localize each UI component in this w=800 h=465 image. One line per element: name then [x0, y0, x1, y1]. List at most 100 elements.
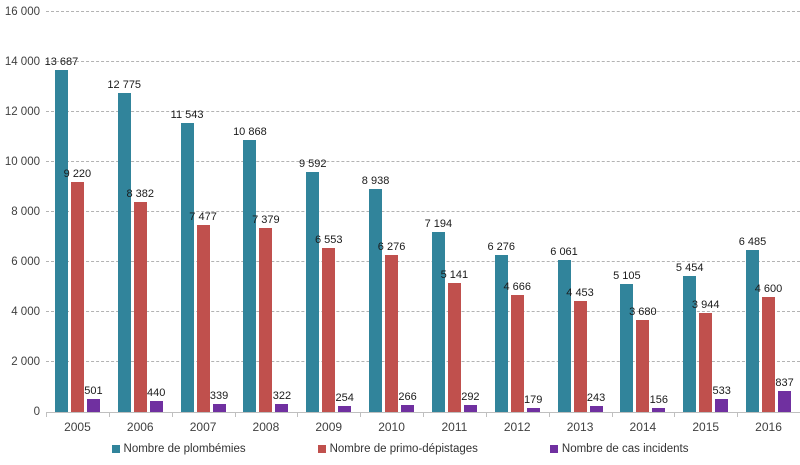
bar-value-label: 501 — [84, 385, 103, 398]
x-axis-tick — [548, 412, 550, 417]
bar: 440 — [147, 387, 165, 412]
gridline — [46, 211, 800, 212]
y-tick-label: 12 000 — [4, 106, 40, 118]
bar-value-label: 13 687 — [44, 55, 79, 68]
x-axis-tick — [297, 412, 299, 417]
bar-value-label: 6 276 — [487, 241, 515, 254]
x-tick-label: 2012 — [503, 420, 531, 434]
bar-value-label: 10 868 — [233, 126, 267, 139]
gridline — [46, 111, 800, 112]
year-group-2016: 6 485 4 600 837 — [737, 12, 800, 412]
gridline — [46, 61, 800, 62]
x-axis-labels: 2005 2006 2007 2008 2009 2010 2011 2012 2013 2014… — [46, 420, 800, 434]
legend-label-cas-incidents: Nombre de cas incidents — [561, 443, 689, 455]
bar: 5 105 — [613, 270, 641, 412]
x-axis-tick — [485, 412, 487, 417]
year-group-2006: 12 775 8 382 440 — [107, 12, 172, 412]
year-group-2010: 8 938 6 276 266 — [360, 12, 423, 412]
year-group-2012: 6 276 4 666 179 — [486, 12, 549, 412]
x-tick-label: 2008 — [252, 420, 280, 434]
bar: 5 141 — [441, 269, 468, 412]
gridline — [46, 361, 800, 362]
bar: 11 543 — [171, 109, 203, 412]
x-axis-ticks — [46, 412, 800, 417]
year-group-2015: 5 454 3 944 533 — [674, 12, 737, 412]
bar: 13 687 — [45, 56, 78, 412]
y-tick-label: 0 — [33, 406, 40, 418]
bar-value-label: 440 — [147, 387, 166, 399]
bar: 8 382 — [126, 188, 154, 412]
bar: 837 — [775, 377, 794, 412]
bar-value-label: 4 600 — [754, 283, 783, 295]
bar-value-label: 6 276 — [377, 241, 406, 254]
y-tick-label: 6 000 — [11, 256, 40, 268]
bar: 3 680 — [629, 306, 657, 412]
x-tick-label: 2009 — [315, 420, 343, 434]
gridline — [46, 11, 800, 12]
legend-swatch-cas-incidents — [549, 445, 558, 453]
legend-label-plombemies: Nombre de plombémies — [123, 443, 246, 455]
bar-value-label: 266 — [398, 391, 417, 404]
bar-value-label: 179 — [524, 393, 543, 406]
legend-swatch-primo-depistages — [317, 445, 326, 453]
year-group-2011: 7 194 5 141 292 — [423, 12, 486, 412]
y-tick-label: 8 000 — [11, 206, 40, 218]
bar: 7 477 — [189, 211, 217, 412]
x-tick-label: 2016 — [755, 420, 782, 434]
bar: 266 — [398, 391, 417, 412]
legend-label-primo-depistages: Nombre de primo-dépistages — [329, 443, 478, 455]
gridline — [46, 311, 800, 312]
x-axis-tick — [360, 412, 362, 417]
year-group-2009: 9 592 6 553 254 — [297, 12, 360, 412]
y-axis-labels: 0 2 000 4 000 6 000 8 000 10 000 12 000 14 000 1… — [0, 6, 40, 418]
legend: Nombre de plombémies Nombre de primo-dép… — [0, 443, 800, 455]
bar-value-label: 12 775 — [107, 78, 142, 91]
bar: 292 — [461, 391, 480, 412]
bar-value-label: 3 680 — [629, 306, 657, 318]
bar-value-label: 8 938 — [361, 174, 390, 187]
bar-groups: 13 687 9 220 501 12 775 8 382 440 11 543 7 477 3… — [45, 12, 800, 412]
bar: 12 775 — [107, 79, 141, 412]
bar: 533 — [713, 385, 731, 412]
bar: 243 — [587, 392, 605, 412]
bar-value-label: 5 105 — [613, 270, 641, 283]
y-tick-label: 2 000 — [11, 356, 40, 368]
x-tick-label: 2013 — [566, 420, 594, 434]
bar: 4 600 — [755, 283, 782, 412]
bar-value-label: 8 382 — [126, 188, 154, 201]
x-tick-label: 2014 — [629, 420, 657, 434]
legend-swatch-plombemies — [111, 445, 120, 453]
legend-item-cas-incidents: Nombre de cas incidents — [549, 443, 689, 455]
bar: 9 592 — [299, 158, 326, 412]
x-tick-label: 2010 — [378, 420, 405, 434]
bar-value-label: 4 666 — [503, 281, 531, 294]
bar-value-label: 3 944 — [691, 299, 720, 312]
bar-value-label: 6 061 — [550, 246, 578, 259]
bar-value-label: 7 194 — [424, 218, 453, 231]
bar: 7 194 — [425, 218, 452, 412]
bar: 6 276 — [487, 241, 515, 412]
bar: 322 — [273, 390, 291, 412]
bar-value-label: 4 453 — [566, 286, 594, 299]
bar: 3 944 — [692, 299, 719, 412]
bar-value-label: 11 543 — [170, 109, 204, 122]
bar: 156 — [650, 394, 668, 412]
bar-value-label: 254 — [335, 391, 354, 404]
x-axis-tick — [737, 412, 739, 417]
y-tick-label: 14 000 — [4, 56, 40, 68]
gridline — [46, 161, 800, 162]
bar-value-label: 533 — [712, 384, 731, 397]
bar: 6 553 — [315, 234, 342, 412]
bar: 7 379 — [252, 214, 280, 412]
legend-item-primo-depistages: Nombre de primo-dépistages — [317, 443, 478, 455]
bar-value-label: 837 — [775, 377, 794, 390]
year-group-2014: 5 105 3 680 156 — [611, 12, 674, 412]
bar-value-label: 7 477 — [189, 211, 217, 224]
year-group-2005: 13 687 9 220 501 — [45, 12, 109, 412]
bar: 179 — [524, 394, 542, 412]
bar: 9 220 — [64, 168, 91, 412]
bar: 5 454 — [676, 262, 703, 412]
bar: 4 453 — [566, 287, 594, 412]
legend-item-plombemies: Nombre de plombémies — [111, 443, 246, 455]
